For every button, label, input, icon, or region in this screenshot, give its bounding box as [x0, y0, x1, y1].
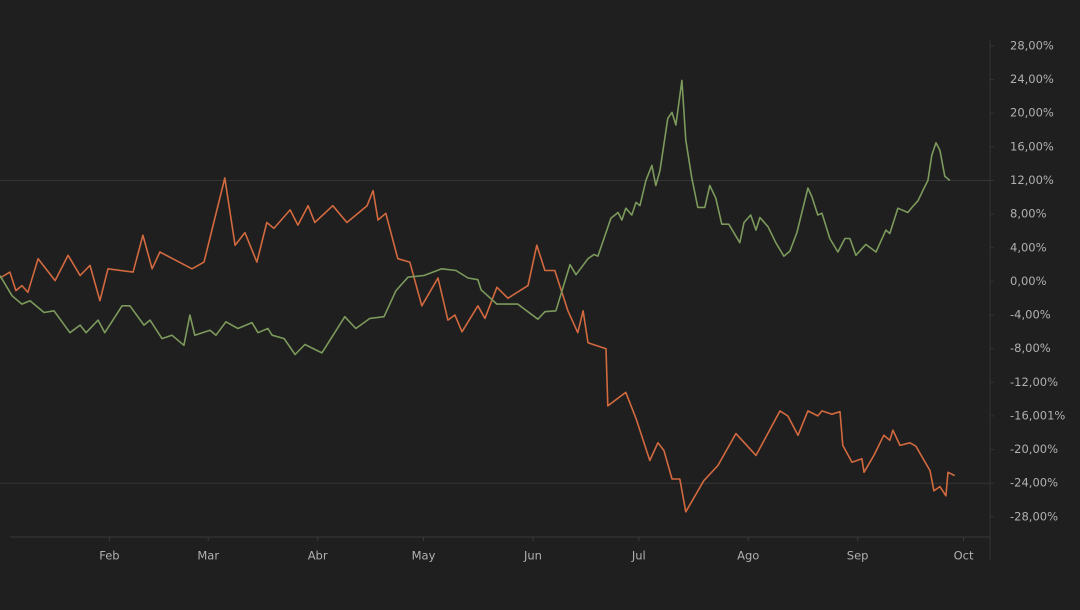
x-tick-label: May: [412, 549, 436, 563]
x-tick-label: Feb: [99, 549, 119, 563]
y-tick-label: -20,00%: [1010, 442, 1058, 456]
x-tick-label: Mar: [197, 549, 219, 563]
x-tick-label: Ago: [737, 549, 759, 563]
y-tick-label: 0,00%: [1010, 274, 1047, 288]
x-tick-label: Jun: [523, 549, 542, 563]
y-tick-label: -28,00%: [1010, 509, 1058, 523]
y-tick-label: 4,00%: [1010, 240, 1047, 254]
y-tick-label: -12,00%: [1010, 375, 1058, 389]
y-tick-label: 20,00%: [1010, 106, 1054, 120]
y-tick-label: -16,001%: [1010, 408, 1065, 422]
x-tick-label: Jul: [631, 549, 646, 563]
y-tick-label: -24,00%: [1010, 476, 1058, 490]
y-tick-label: 28,00%: [1010, 38, 1054, 52]
series-line: [0, 177, 956, 513]
y-tick-label: 24,00%: [1010, 72, 1054, 86]
y-tick-label: -8,00%: [1010, 341, 1051, 355]
y-tick-label: 12,00%: [1010, 173, 1054, 187]
y-tick-label: 8,00%: [1010, 207, 1047, 221]
x-tick-label: Sep: [847, 549, 869, 563]
x-tick-label: Abr: [308, 549, 328, 563]
x-tick-label: Oct: [954, 549, 974, 563]
series-line: [0, 79, 951, 356]
y-tick-label: 16,00%: [1010, 139, 1054, 153]
y-tick-label: -4,00%: [1010, 308, 1051, 322]
